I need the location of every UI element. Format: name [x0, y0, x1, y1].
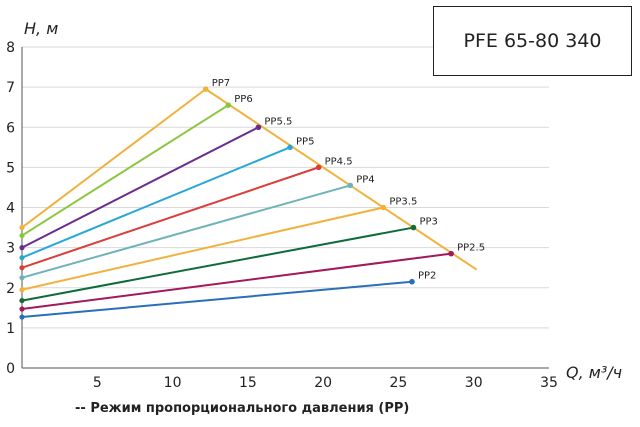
series-end-point-PP5: [287, 144, 293, 151]
series-line-PP2.5: [21, 252, 452, 311]
series-start-point-PP7: [19, 224, 25, 231]
series-label-PP2.5: PP2.5: [457, 243, 485, 254]
series-label-PP6: PP6: [234, 94, 252, 105]
chart-grid: [22, 46, 549, 329]
y-tick-label: 4: [6, 201, 15, 217]
series-end-point-PP6: [225, 102, 232, 108]
series-start-point-PP3.5: [19, 287, 25, 293]
y-tick-label: 8: [6, 40, 15, 56]
series-line-PP2: [21, 280, 413, 319]
series-end-point-PP3.5: [380, 204, 387, 211]
x-tick-label: 25: [390, 375, 408, 391]
x-tick-label: 20: [314, 375, 332, 391]
y-tick-label: 6: [6, 120, 15, 136]
model-label-box: PFE 65-80 340: [433, 6, 632, 76]
series-end-point-PP5.5: [255, 124, 262, 131]
y-tick-label: 1: [6, 321, 15, 337]
y-tick-label: 0: [6, 361, 15, 377]
series-line-PP7: [21, 88, 207, 229]
x-tick-label: 15: [239, 375, 257, 391]
chart-caption: -- Режим пропорционального давления (PP): [75, 401, 410, 416]
model-label: PFE 65-80 340: [463, 30, 602, 52]
series-label-PP5: PP5: [296, 136, 314, 147]
x-axis-title: Q, м³/ч: [566, 363, 622, 382]
series-end-point-PP3: [410, 224, 417, 231]
x-tick-label: 5: [93, 375, 102, 391]
x-tick-label: 30: [465, 375, 483, 391]
series-line-PP3.5: [21, 206, 384, 291]
y-tick-label: 7: [6, 80, 15, 96]
series-line-PP4.5: [21, 166, 319, 269]
chart-series: [19, 86, 478, 320]
series-label-PP7: PP7: [212, 78, 230, 89]
series-end-point-PP4.5: [315, 164, 322, 171]
series-end-point-PP7: [202, 86, 209, 92]
series-line-PP4: [21, 184, 351, 279]
series-end-point-PP4: [347, 182, 354, 189]
series-line-PP5.5: [21, 126, 259, 249]
y-tick-label: 5: [6, 160, 15, 176]
series-label-PP5.5: PP5.5: [264, 116, 292, 127]
series-end-point-PP2.5: [448, 250, 454, 257]
series-start-point-PP2: [19, 314, 25, 320]
series-label-PP3.5: PP3.5: [389, 197, 417, 208]
y-tick-label: 2: [6, 281, 15, 297]
series-start-point-PP4.5: [19, 265, 25, 271]
series-start-point-PP4: [19, 275, 25, 281]
series-start-point-PP2.5: [19, 306, 25, 312]
series-line-PP5: [21, 146, 291, 259]
series-line-PP3: [21, 226, 414, 302]
series-label-PP3: PP3: [419, 217, 437, 228]
series-label-PP2: PP2: [418, 271, 436, 282]
x-tick-label: 10: [164, 375, 182, 391]
envelope-line: [205, 88, 478, 271]
series-start-point-PP6: [19, 232, 25, 239]
series-start-point-PP3: [19, 297, 25, 304]
series-start-point-PP5: [19, 255, 25, 261]
series-line-PP6: [21, 104, 229, 237]
series-label-PP4.5: PP4.5: [325, 156, 353, 167]
x-tick-label: 35: [540, 375, 558, 391]
series-start-point-PP5.5: [19, 245, 25, 251]
chart-ticks: 0 1 2 3 4 5 6 7 8 5 10 15 20 25 30 35: [6, 40, 558, 391]
series-label-PP4: PP4: [356, 174, 374, 185]
y-axis-title: H, м: [24, 19, 58, 38]
y-tick-label: 3: [6, 241, 15, 257]
series-end-point-PP2: [409, 278, 415, 285]
